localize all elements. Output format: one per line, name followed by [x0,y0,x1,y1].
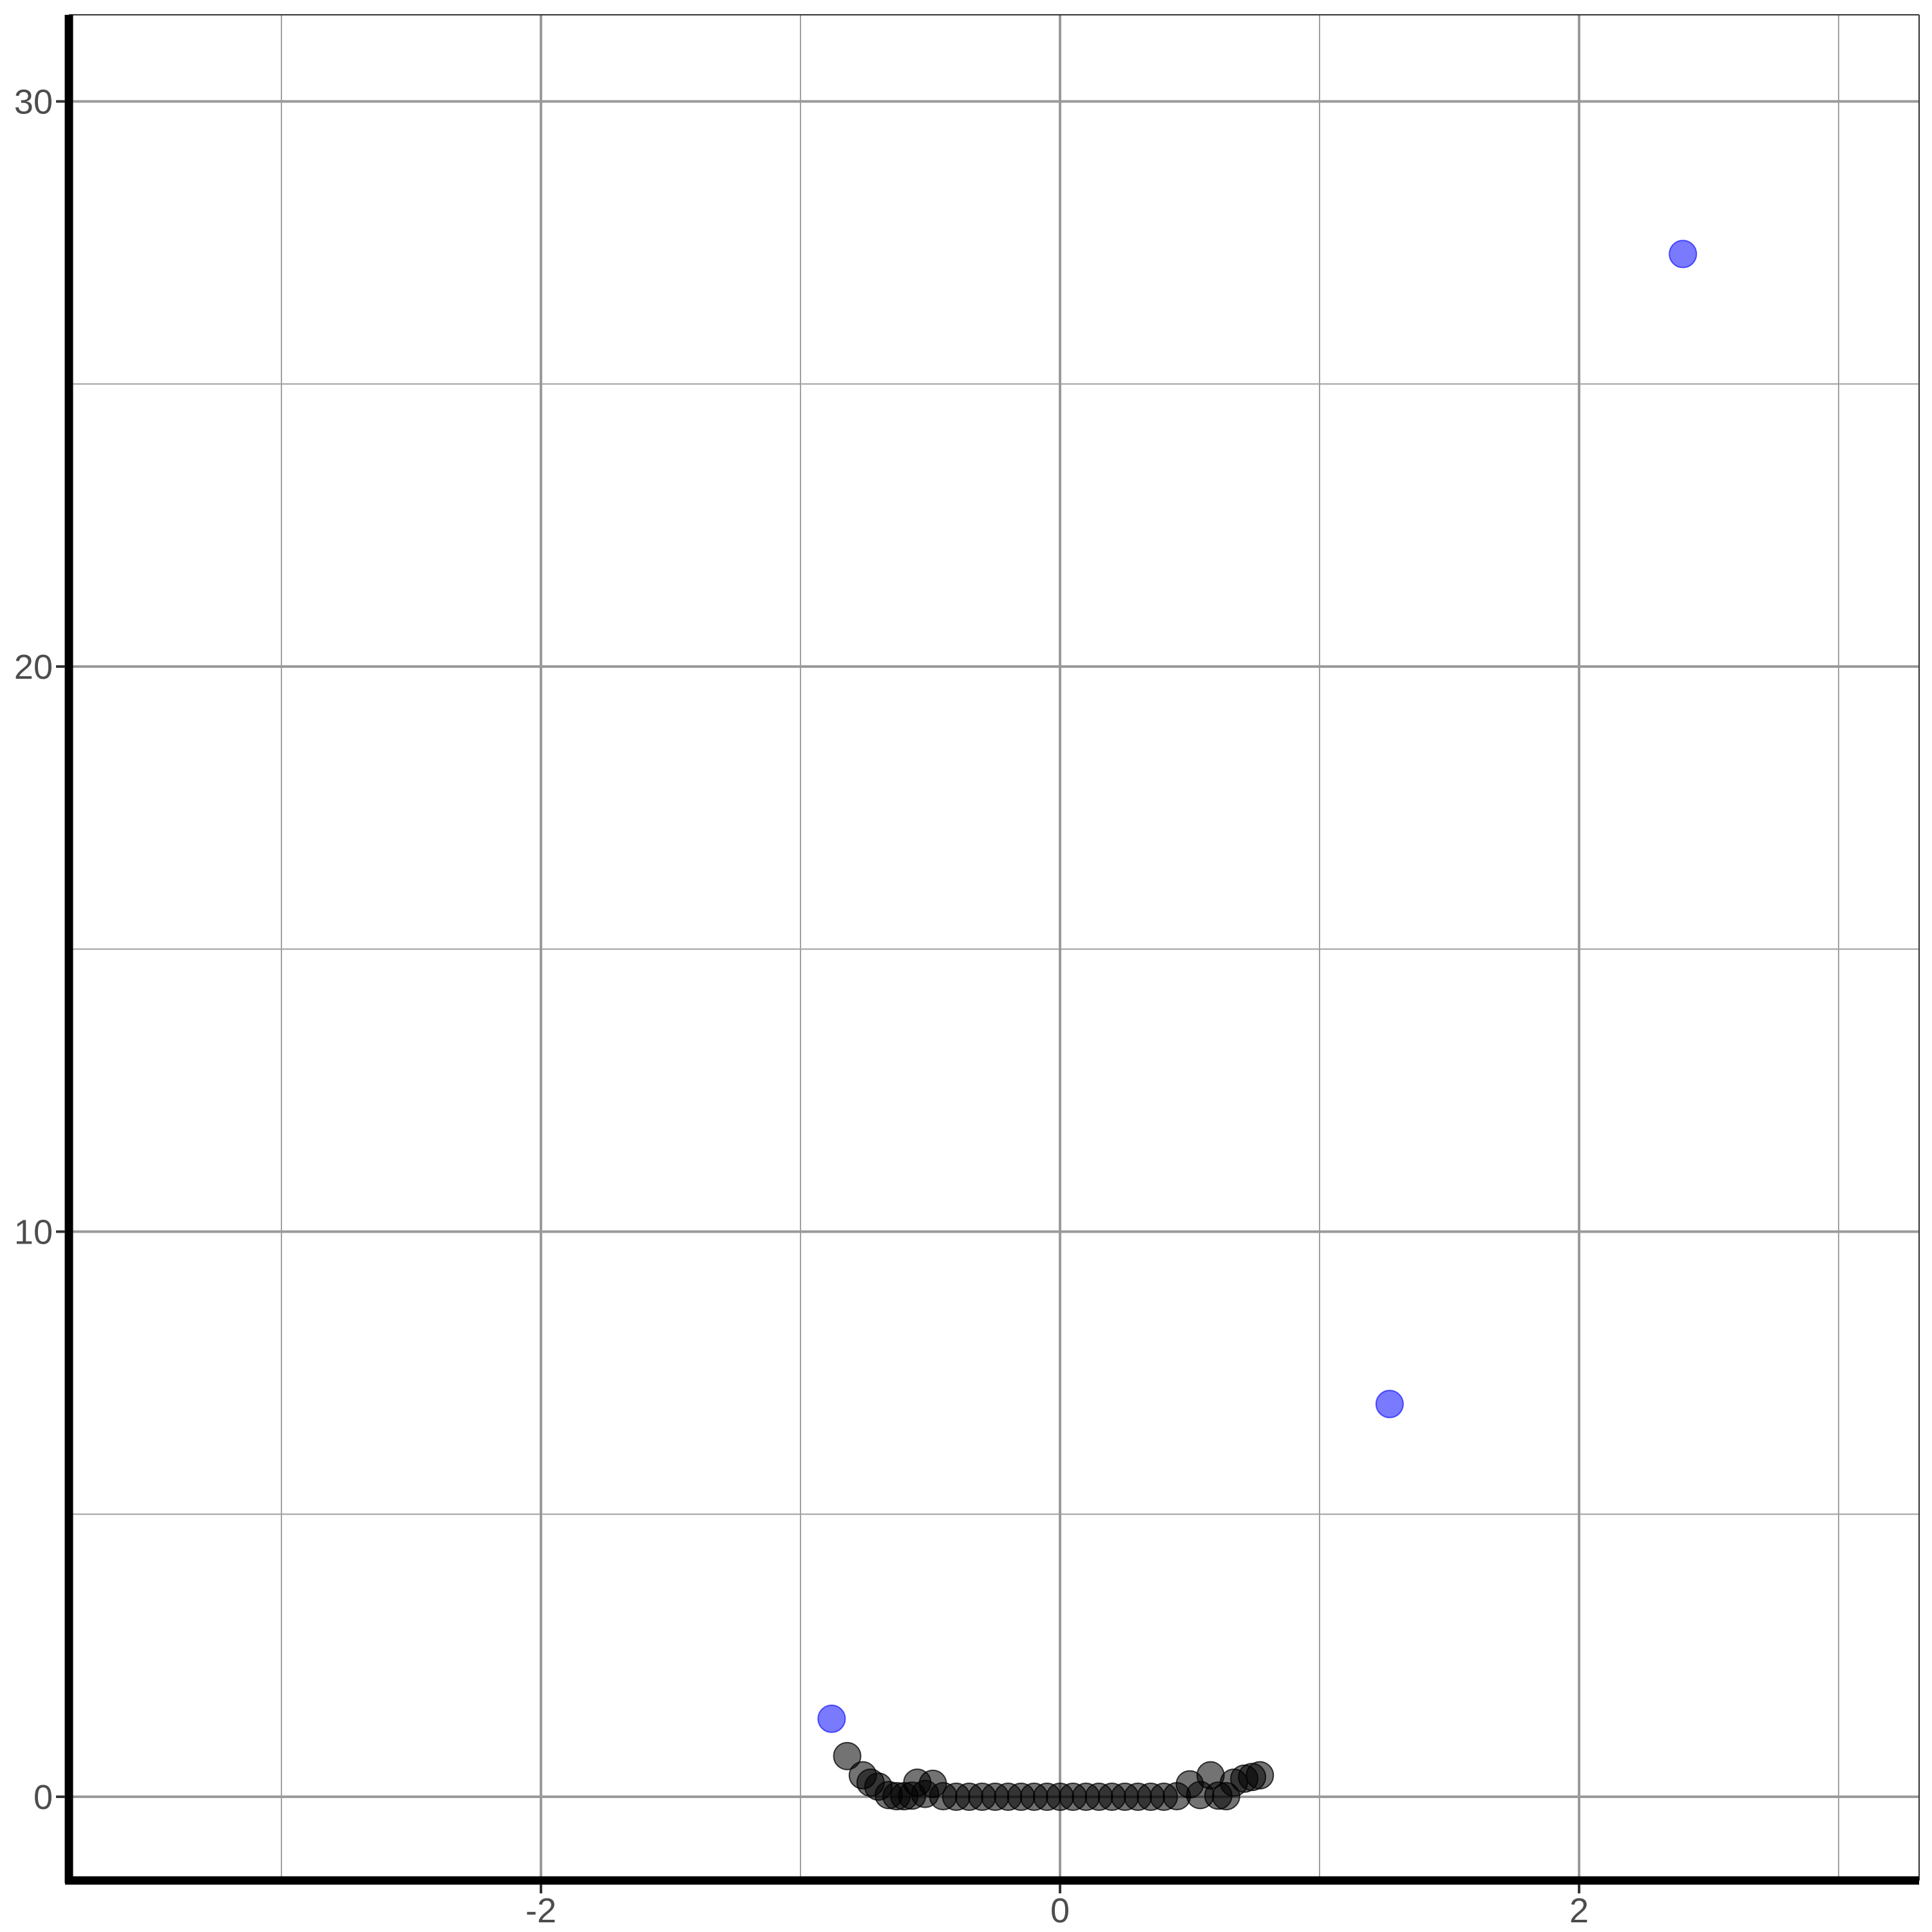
scatter-point [817,1704,846,1733]
scatter-point [833,1741,862,1770]
y-tick-label: 30 [14,83,53,122]
scatter-point [1669,240,1698,269]
y-tick-label: 0 [33,1778,53,1817]
x-tick-label: -2 [526,1891,556,1930]
grid-lines [69,14,1920,1880]
y-tick-label: 10 [14,1213,53,1252]
tick-marks [56,100,1580,1893]
scatter-point [1375,1390,1404,1419]
x-tick-label: 0 [1050,1891,1070,1930]
y-tick-label: 20 [14,648,53,687]
x-tick-label: 2 [1569,1891,1589,1930]
data-points [817,240,1698,1811]
axes [64,15,1919,1885]
scatter-point [1245,1761,1274,1790]
